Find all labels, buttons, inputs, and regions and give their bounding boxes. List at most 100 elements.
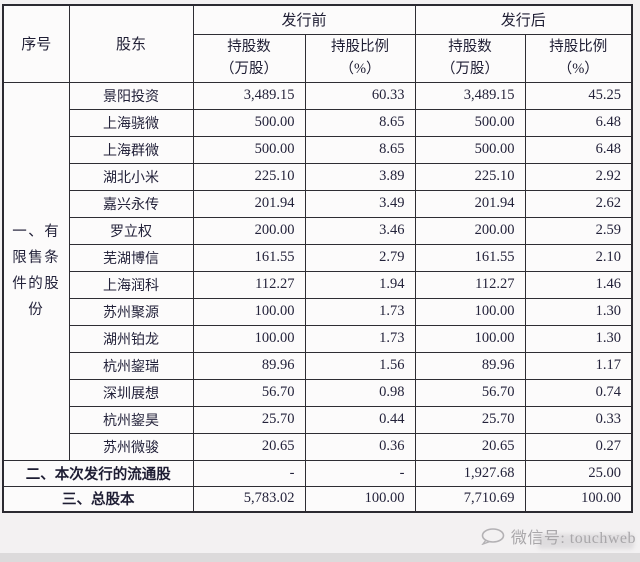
pre-ratio-cell: 3.46 xyxy=(304,216,416,245)
pre-shares-cell: 225.10 xyxy=(192,162,306,191)
pre-ratio-cell: 3.49 xyxy=(304,189,416,218)
post-ratio-cell: 100.00 xyxy=(524,485,633,513)
header-ratio-line2: （%） xyxy=(557,61,599,77)
pre-ratio-cell: 2.79 xyxy=(304,243,416,272)
section-restricted-shares-cell: 一、有限售条件的股份 xyxy=(2,81,70,461)
post-shares-cell: 100.00 xyxy=(414,324,526,353)
watermark-text: 微信号: touchweb xyxy=(510,530,636,547)
post-shares-cell: 89.96 xyxy=(414,351,526,380)
pre-ratio-cell: 1.56 xyxy=(304,351,416,380)
post-ratio-cell: 1.17 xyxy=(524,351,633,380)
post-shares-cell: 225.10 xyxy=(414,162,526,191)
secondary-watermark-blur xyxy=(538,534,634,549)
shareholder-name-cell: 景阳投资 xyxy=(68,81,194,110)
pre-shares-cell: 201.94 xyxy=(192,189,306,218)
shareholder-name-cell: 杭州鋆昊 xyxy=(68,405,194,434)
header-before-issue: 发行前 xyxy=(192,4,416,35)
pre-shares-cell: 100.00 xyxy=(192,297,306,326)
header-ratio-line2: （%） xyxy=(339,61,381,77)
post-shares-cell: 112.27 xyxy=(414,270,526,299)
header-shares-line2: （万股） xyxy=(220,61,278,77)
header-before-ratio: 持股比例 （%） xyxy=(304,33,416,83)
header-shareholder: 股东 xyxy=(68,4,194,83)
pre-shares-cell: 5,783.02 xyxy=(192,485,306,513)
post-shares-cell: 25.70 xyxy=(414,405,526,434)
shareholder-name-cell: 罗立权 xyxy=(68,216,194,245)
post-ratio-cell: 1.46 xyxy=(524,270,633,299)
shareholder-name-cell: 上海润科 xyxy=(68,270,194,299)
post-ratio-cell: 2.92 xyxy=(524,162,633,191)
shareholder-name-cell: 嘉兴永传 xyxy=(68,189,194,218)
post-ratio-cell: 0.74 xyxy=(524,378,633,407)
post-shares-cell: 3,489.15 xyxy=(414,81,526,110)
pre-shares-cell: 56.70 xyxy=(192,378,306,407)
shareholder-name-cell: 芜湖博信 xyxy=(68,243,194,272)
post-ratio-cell: 6.48 xyxy=(524,135,633,164)
pre-shares-cell: 3,489.15 xyxy=(192,81,306,110)
shareholding-table: 序号 股东 发行前 发行后 持股数 （万股） 持股比例 （%） 持股数 （万股） xyxy=(2,4,634,513)
post-ratio-cell: 0.27 xyxy=(524,432,633,461)
pre-shares-cell: 200.00 xyxy=(192,216,306,245)
post-shares-cell: 20.65 xyxy=(414,432,526,461)
header-shares-line1: 持股数 xyxy=(227,39,271,55)
pre-ratio-cell: 8.65 xyxy=(304,108,416,137)
table-row: 上海骁微 500.00 8.65 500.00 6.48 xyxy=(3,108,633,137)
pre-ratio-cell: 0.44 xyxy=(304,405,416,434)
pre-shares-cell: 112.27 xyxy=(192,270,306,299)
post-ratio-cell: 2.62 xyxy=(524,189,633,218)
post-shares-cell: 56.70 xyxy=(414,378,526,407)
table-row: 罗立权 200.00 3.46 200.00 2.59 xyxy=(3,216,633,245)
post-ratio-cell: 6.48 xyxy=(524,108,633,137)
watermark: 微信号: touchweb xyxy=(481,524,636,548)
post-shares-cell: 200.00 xyxy=(414,216,526,245)
post-ratio-cell: 25.00 xyxy=(524,459,633,487)
header-shares-line2: （万股） xyxy=(441,61,500,77)
shareholder-name-cell: 苏州微骏 xyxy=(68,432,194,461)
pre-ratio-cell: 1.73 xyxy=(304,324,416,353)
pre-ratio-cell: 3.89 xyxy=(304,162,416,191)
post-ratio-cell: 1.30 xyxy=(524,324,633,353)
table-row: 苏州聚源 100.00 1.73 100.00 1.30 xyxy=(3,297,633,326)
pre-shares-cell: 500.00 xyxy=(192,135,306,164)
header-after-issue: 发行后 xyxy=(414,4,633,35)
table-row: 深圳展想 56.70 0.98 56.70 0.74 xyxy=(3,378,633,407)
pre-shares-cell: 500.00 xyxy=(192,108,306,137)
pre-ratio-cell: 8.65 xyxy=(304,135,416,164)
post-ratio-cell: 45.25 xyxy=(524,81,633,110)
post-shares-cell: 7,710.69 xyxy=(414,485,526,513)
shareholder-name-cell: 上海群微 xyxy=(68,135,194,164)
header-before-shares: 持股数 （万股） xyxy=(192,33,306,83)
pre-ratio-cell: 1.73 xyxy=(304,297,416,326)
table-row: 芜湖博信 161.55 2.79 161.55 2.10 xyxy=(3,243,633,272)
shareholder-name-cell: 湖北小米 xyxy=(68,162,194,191)
pre-ratio-cell: 0.98 xyxy=(304,378,416,407)
post-ratio-cell: 1.30 xyxy=(524,297,633,326)
header-ratio-line1: 持股比例 xyxy=(549,39,608,55)
post-ratio-cell: 0.33 xyxy=(524,405,633,434)
table-row: 杭州鋆昊 25.70 0.44 25.70 0.33 xyxy=(3,405,633,434)
circulating-shares-row: 二、本次发行的流通股 - - 1,927.68 25.00 xyxy=(2,459,633,487)
header-row-subcolumns: 持股数 （万股） 持股比例 （%） 持股数 （万股） 持股比例 （%） xyxy=(3,33,633,83)
total-share-capital-row: 三、总股本 5,783.02 100.00 7,710.69 100.00 xyxy=(2,485,633,513)
pre-ratio-cell: 100.00 xyxy=(304,485,416,513)
table-row: 苏州微骏 20.65 0.36 20.65 0.27 xyxy=(3,432,633,461)
total-share-capital-label: 三、总股本 xyxy=(2,485,194,513)
pre-shares-cell: 100.00 xyxy=(192,324,306,353)
table-row: 湖州铂龙 100.00 1.73 100.00 1.30 xyxy=(3,324,633,353)
post-shares-cell: 161.55 xyxy=(414,243,526,272)
pre-ratio-cell: 1.94 xyxy=(304,270,416,299)
header-index: 序号 xyxy=(2,4,70,83)
pre-shares-cell: 25.70 xyxy=(192,405,306,434)
chat-bubble-icon xyxy=(481,527,505,545)
shareholder-name-cell: 上海骁微 xyxy=(68,108,194,137)
pre-shares-cell: 161.55 xyxy=(192,243,306,272)
pre-shares-cell: 89.96 xyxy=(192,351,306,380)
bottom-band xyxy=(0,553,640,562)
circulating-shares-label: 二、本次发行的流通股 xyxy=(2,459,194,487)
section-restricted-shares-label: 一、有限售条件的股份 xyxy=(12,224,61,318)
shareholder-name-cell: 苏州聚源 xyxy=(68,297,194,326)
table-row: 杭州鋆瑞 89.96 1.56 89.96 1.17 xyxy=(3,351,633,380)
table-row: 上海润科 112.27 1.94 112.27 1.46 xyxy=(3,270,633,299)
post-shares-cell: 100.00 xyxy=(414,297,526,326)
